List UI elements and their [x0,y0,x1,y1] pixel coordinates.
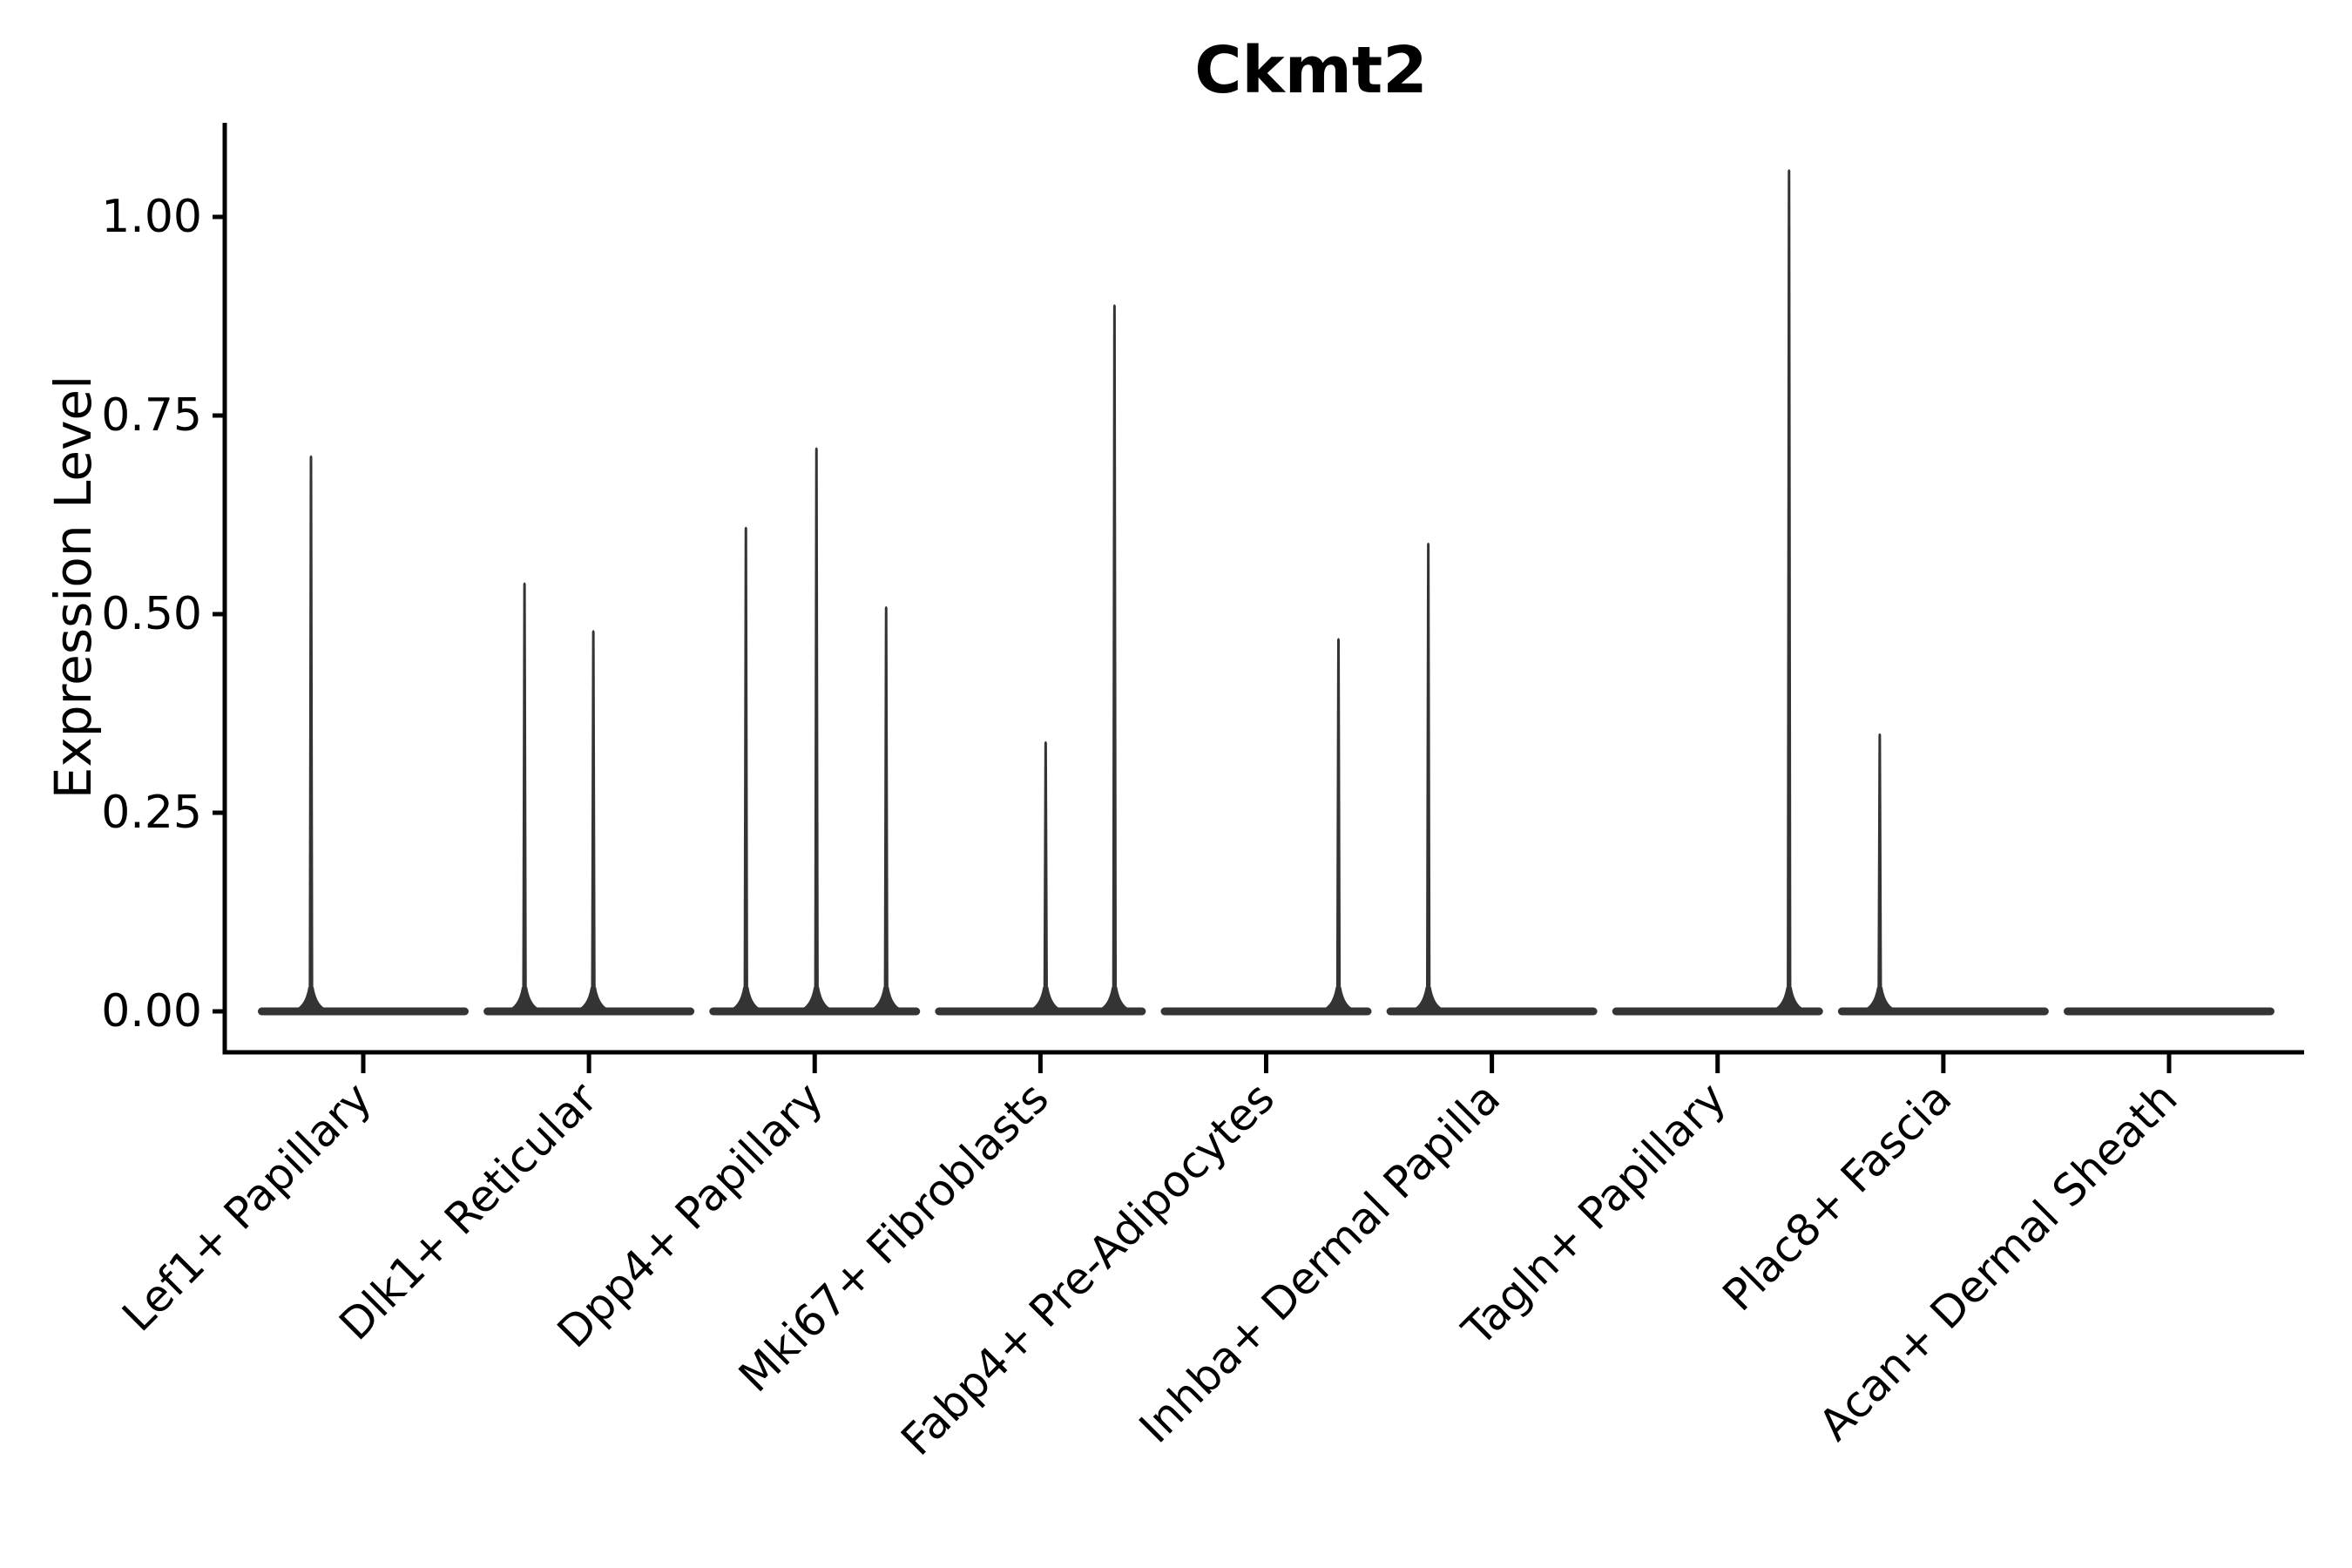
violin-zero-density-bar [2064,1007,2274,1016]
violin-spike [308,455,314,1011]
violin-spike [814,447,819,1011]
violin [1837,733,2049,1016]
violin [483,582,695,1016]
violin-spike [522,582,527,1011]
x-tick-label: Fabp4+ Pre-Adipocytes [891,1072,1284,1465]
y-axis-ticks: 0.00 0.25 0.50 0.75 1.00 [101,191,225,1037]
y-tick-label: 0.50 [101,588,202,640]
violin [1386,542,1598,1016]
violin-spike [1112,304,1118,1011]
violin [1612,169,1823,1016]
violin [2064,1007,2274,1016]
violin-spike [1043,740,1049,1011]
y-tick-label: 0.25 [101,787,202,839]
x-tick-label: Acan+ Dermal Sheath [1809,1072,2187,1450]
violin-spike [1787,169,1792,1011]
violin-spike [743,526,748,1011]
axis-spines [222,123,2304,1055]
x-axis-ticks [361,1054,2172,1073]
x-tick-label: Plac8+ Fascia [1713,1072,1962,1321]
y-tick-label: 1.00 [101,191,202,243]
violin-spike [591,630,596,1011]
violin-spike [1425,542,1431,1011]
violin-spike [1877,733,1882,1011]
violins [258,169,2274,1016]
violin-zero-density-bar [1160,1007,1372,1016]
x-tick-label: Lef1+ Papillary [112,1072,381,1341]
violin [258,455,469,1016]
violin [709,447,921,1016]
violin [1160,638,1372,1016]
x-tick-label: Inhba+ Dermal Papilla [1130,1072,1510,1452]
y-tick-label: 0.00 [101,985,202,1037]
violin [935,304,1146,1016]
violin-zero-density-bar [258,1007,469,1016]
violin-spike [1335,638,1342,1011]
y-tick-label: 0.75 [101,389,202,442]
violin-zero-density-bar [1612,1007,1823,1016]
chart-title: Ckmt2 [1194,33,1428,108]
violin-spike [883,605,889,1011]
